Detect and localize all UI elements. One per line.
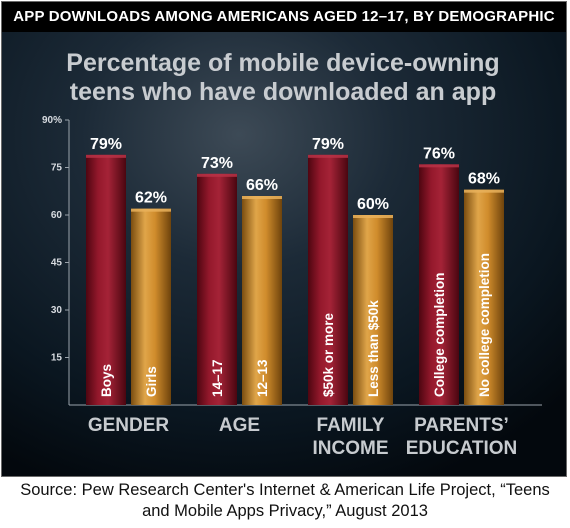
- bar-value-label: 79%: [90, 136, 122, 153]
- bar-value-label: 68%: [468, 171, 500, 188]
- source-line-1: Source: Pew Research Center's Internet &…: [20, 481, 550, 499]
- bar-category-label: 14–17: [210, 359, 225, 397]
- bar-value-label: 79%: [312, 136, 344, 153]
- bar-top-highlight: [86, 154, 126, 158]
- bar-value-label: 60%: [357, 196, 389, 213]
- group-label: AGE: [219, 415, 260, 436]
- chart-title-line-2: teens who have downloaded an app: [70, 78, 496, 106]
- bar-top-highlight: [242, 196, 282, 199]
- bar-category-label: $50k or more: [321, 312, 336, 397]
- y-tick-label: 15: [51, 353, 63, 364]
- group-label: EDUCATION: [406, 438, 518, 459]
- bar-college-completion: [419, 164, 459, 405]
- top-banner: APP DOWNLOADS AMONG AMERICANS AGED 12–17…: [2, 2, 566, 32]
- bar-top-highlight: [197, 173, 237, 177]
- bar-value-label: 62%: [135, 190, 167, 207]
- bar-value-label: 66%: [246, 177, 278, 194]
- y-axis-ticks: 90% 75 60 45 30 15: [42, 115, 69, 364]
- bar-category-label: No college completion: [477, 253, 492, 397]
- group-label: PARENTS’: [414, 415, 509, 436]
- source-line-2: and Mobile Apps Privacy,” August 2013: [142, 502, 428, 520]
- bar-top-highlight: [419, 164, 459, 168]
- bar-girls: [131, 208, 171, 405]
- bar-category-label: College completion: [432, 272, 447, 397]
- bar-12-13: [242, 196, 282, 405]
- bar-less-than-50k: [353, 215, 393, 405]
- bar-boys: [86, 154, 126, 405]
- bar-top-highlight: [131, 208, 171, 212]
- bar-14-17: [197, 173, 237, 405]
- group-label: INCOME: [313, 438, 389, 459]
- y-tick-label: 75: [51, 163, 63, 174]
- bar-category-label: Less than $50k: [366, 300, 381, 397]
- chart-title-line-1: Percentage of mobile device-owning: [66, 49, 499, 77]
- bar-value-label: 73%: [201, 155, 233, 172]
- y-tick-label: 90%: [42, 115, 62, 126]
- group-label: GENDER: [88, 415, 170, 436]
- bar-value-label: 76%: [423, 145, 455, 162]
- bar-top-highlight: [353, 215, 393, 218]
- bar-category-label: Girls: [144, 366, 159, 397]
- group-label: FAMILY: [317, 415, 385, 436]
- bar-category-label: 12–13: [255, 359, 270, 397]
- y-tick-label: 45: [51, 258, 63, 269]
- source-note: Source: Pew Research Center's Internet &…: [0, 480, 570, 522]
- y-tick-label: 60: [51, 210, 63, 221]
- bar-top-highlight: [464, 189, 504, 193]
- bars-layer: 79% Boys 62% Girls 73% 14–17 66% 12–13 79% $50k o…: [86, 136, 504, 405]
- bar-top-highlight: [308, 154, 348, 158]
- y-tick-label: 30: [51, 305, 63, 316]
- bar-category-label: Boys: [99, 364, 114, 397]
- chart-frame: Percentage of mobile device-owning teens…: [1, 1, 567, 477]
- bar-no-college-completion: [464, 189, 504, 405]
- bar--50k-or-more: [308, 154, 348, 405]
- chart-canvas: Percentage of mobile device-owning teens…: [2, 2, 566, 476]
